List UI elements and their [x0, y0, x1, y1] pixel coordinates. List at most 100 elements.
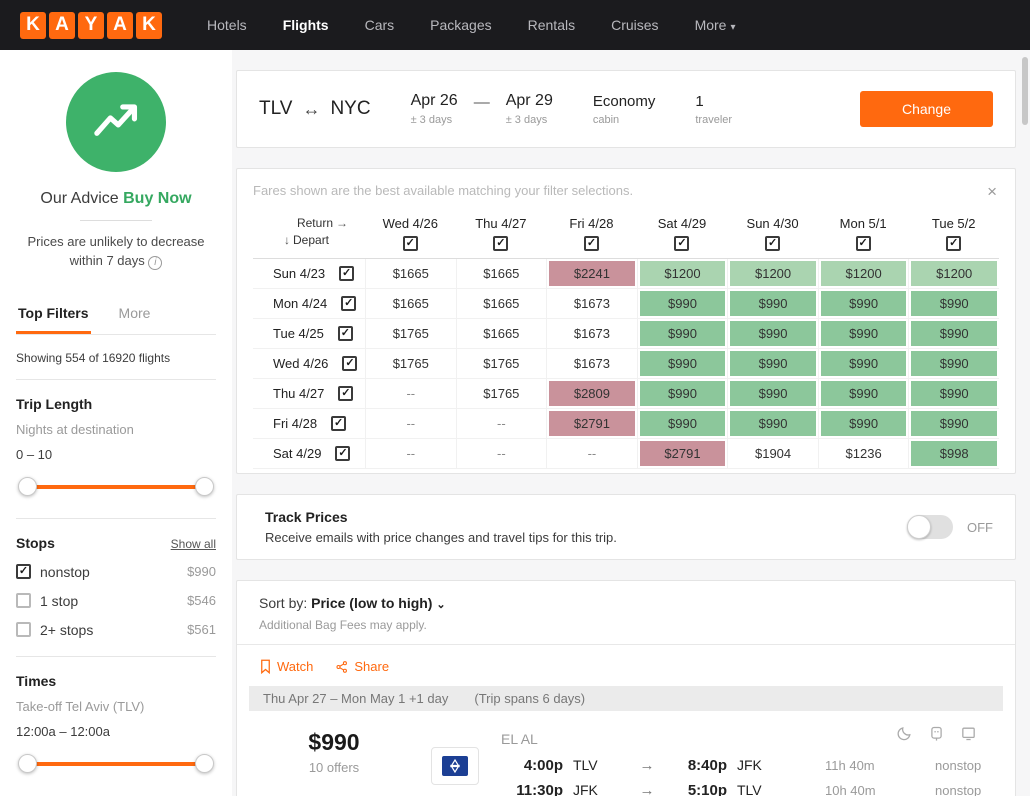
scrollbar[interactable]: [1022, 57, 1028, 125]
fare-cell[interactable]: $990: [817, 349, 909, 378]
fare-cell[interactable]: $990: [636, 349, 728, 378]
column-checkbox[interactable]: ✓: [583, 236, 599, 251]
fare-cell[interactable]: $990: [727, 289, 818, 318]
tab-top-filters[interactable]: Top Filters: [16, 297, 91, 334]
fare-cell[interactable]: --: [365, 409, 456, 438]
sort-dropdown[interactable]: Price (low to high) ⌄: [311, 595, 445, 611]
watch-link[interactable]: Watch: [259, 659, 313, 674]
fare-cell[interactable]: $990: [727, 379, 818, 408]
fare-cell[interactable]: $990: [817, 319, 909, 348]
fare-cell[interactable]: $990: [636, 379, 728, 408]
fare-cell[interactable]: $990: [908, 319, 999, 348]
column-checkbox[interactable]: ✓: [674, 236, 690, 251]
fare-cell[interactable]: $1765: [455, 349, 547, 378]
fare-cell[interactable]: $1904: [727, 439, 818, 468]
takeoff-tlv-slider[interactable]: [18, 753, 214, 775]
fare-cell[interactable]: --: [365, 439, 456, 468]
fare-cell[interactable]: $1673: [546, 349, 637, 378]
cabin-selector[interactable]: Economy cabin: [593, 93, 656, 126]
fare-cell[interactable]: $990: [908, 379, 999, 408]
fare-cell[interactable]: $1765: [365, 349, 456, 378]
row-checkbox[interactable]: ✓: [342, 356, 358, 371]
stops-option[interactable]: ✓ 1 stop $546: [16, 593, 216, 609]
fare-cell[interactable]: $2791: [546, 409, 637, 438]
fare-cell[interactable]: --: [546, 439, 637, 468]
fare-cell[interactable]: $990: [908, 349, 999, 378]
slider-handle-max[interactable]: [195, 753, 214, 773]
change-button[interactable]: Change: [859, 91, 993, 127]
fare-cell[interactable]: $990: [817, 379, 909, 408]
fare-cell[interactable]: $990: [908, 289, 999, 318]
row-checkbox[interactable]: ✓: [338, 386, 354, 401]
fare-cell[interactable]: $1200: [636, 259, 728, 288]
fare-cell[interactable]: $990: [727, 349, 818, 378]
row-checkbox[interactable]: ✓: [341, 296, 357, 311]
stops-option[interactable]: ✓ nonstop $990: [16, 564, 216, 580]
stops-checkbox[interactable]: ✓: [16, 593, 31, 609]
fare-cell[interactable]: $1665: [365, 259, 456, 288]
column-checkbox[interactable]: ✓: [493, 236, 509, 251]
row-checkbox[interactable]: ✓: [335, 446, 351, 461]
fare-cell[interactable]: --: [455, 439, 547, 468]
nav-item-cruises[interactable]: Cruises: [611, 17, 659, 33]
nav-item-more[interactable]: More ▾: [694, 17, 736, 33]
fare-cell[interactable]: $1236: [817, 439, 909, 468]
screen-icon[interactable]: [960, 725, 977, 742]
column-checkbox[interactable]: ✓: [855, 236, 871, 251]
moon-icon[interactable]: [896, 725, 913, 742]
row-checkbox[interactable]: ✓: [337, 326, 353, 341]
column-checkbox[interactable]: ✓: [946, 236, 962, 251]
share-link[interactable]: Share: [335, 659, 389, 674]
fare-cell[interactable]: $990: [727, 409, 818, 438]
row-checkbox[interactable]: ✓: [331, 416, 347, 431]
fare-cell[interactable]: $990: [908, 409, 999, 438]
fare-cell[interactable]: $998: [908, 439, 999, 468]
fare-cell[interactable]: $990: [636, 409, 728, 438]
fare-cell[interactable]: $990: [636, 289, 728, 318]
fare-cell[interactable]: $2809: [546, 379, 637, 408]
fare-cell[interactable]: $1665: [365, 289, 456, 318]
slider-handle-min[interactable]: [18, 476, 37, 496]
fare-cell[interactable]: $990: [817, 409, 909, 438]
fare-cell[interactable]: $2241: [546, 259, 637, 288]
travelers-selector[interactable]: 1 traveler: [695, 93, 732, 126]
fare-cell[interactable]: $1665: [455, 319, 547, 348]
fare-cell[interactable]: $990: [636, 319, 728, 348]
fare-cell[interactable]: $990: [817, 289, 909, 318]
flight-result[interactable]: $990 10 offers View All EL AL 4: [249, 711, 1003, 796]
power-icon[interactable]: [928, 725, 945, 742]
nav-item-cars[interactable]: Cars: [364, 17, 395, 33]
track-prices-toggle[interactable]: [907, 515, 953, 539]
fare-cell[interactable]: $1673: [546, 289, 637, 318]
slider-handle-min[interactable]: [18, 753, 37, 773]
stops-checkbox[interactable]: ✓: [16, 564, 31, 580]
trip-length-slider[interactable]: [18, 476, 214, 498]
column-checkbox[interactable]: ✓: [765, 236, 781, 251]
column-checkbox[interactable]: ✓: [402, 236, 418, 251]
fare-cell[interactable]: $1200: [817, 259, 909, 288]
fare-cell[interactable]: $1765: [365, 319, 456, 348]
fare-cell[interactable]: $2791: [636, 439, 728, 468]
close-icon[interactable]: ×: [987, 182, 997, 201]
nav-item-hotels[interactable]: Hotels: [207, 17, 247, 33]
tab-more[interactable]: More: [118, 304, 151, 321]
fare-cell[interactable]: $1673: [546, 319, 637, 348]
nav-item-packages[interactable]: Packages: [430, 17, 492, 33]
show-all-link[interactable]: Show all: [170, 536, 216, 551]
fare-cell[interactable]: $1665: [455, 259, 547, 288]
fare-cell[interactable]: $1200: [727, 259, 818, 288]
row-checkbox[interactable]: ✓: [339, 266, 355, 281]
fare-cell[interactable]: $1765: [455, 379, 547, 408]
fare-cell[interactable]: $990: [727, 319, 818, 348]
stops-option[interactable]: ✓ 2+ stops $561: [16, 622, 216, 638]
slider-handle-max[interactable]: [195, 476, 214, 496]
date-range[interactable]: Apr 26 ± 3 days — Apr 29 ± 3 days: [411, 92, 553, 126]
fare-cell[interactable]: --: [455, 409, 547, 438]
nav-item-flights[interactable]: Flights: [282, 17, 329, 33]
info-icon[interactable]: i: [148, 256, 163, 271]
fare-cell[interactable]: --: [365, 379, 456, 408]
fare-cell[interactable]: $1665: [455, 289, 547, 318]
nav-item-rentals[interactable]: Rentals: [527, 17, 576, 33]
fare-cell[interactable]: $1200: [908, 259, 999, 288]
